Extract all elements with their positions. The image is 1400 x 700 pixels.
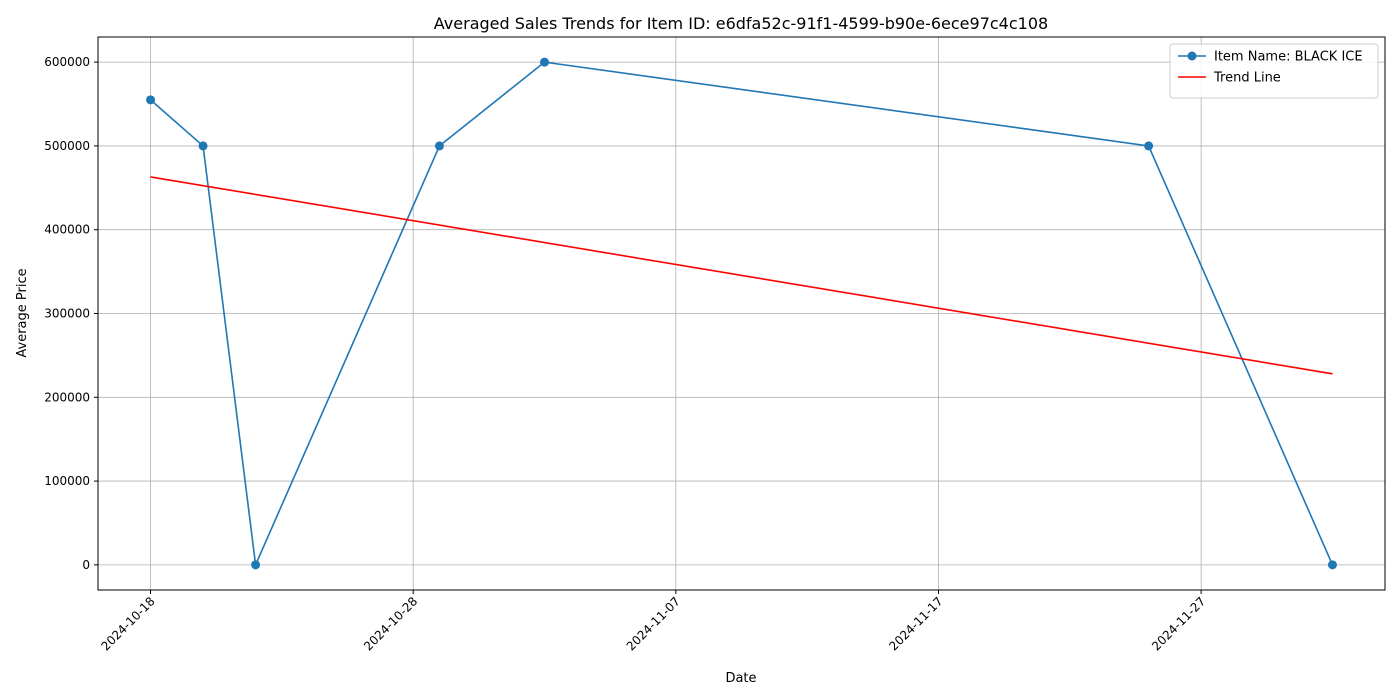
legend-box	[1169, 43, 1379, 99]
y-tick-label: 300000	[44, 307, 90, 321]
y-tick-label: 0	[82, 558, 90, 572]
data-point	[1144, 141, 1154, 151]
data-point	[434, 141, 444, 151]
legend-swatch-marker	[1187, 51, 1197, 61]
y-tick-label: 500000	[44, 139, 90, 153]
y-tick-label: 200000	[44, 390, 90, 404]
legend-entry-label: Item Name: BLACK ICE	[1214, 50, 1363, 65]
y-axis-label: Average Price	[15, 268, 30, 357]
legend: Item Name: BLACK ICE Trend Line	[1169, 43, 1379, 99]
chart-title: Averaged Sales Trends for Item ID: e6dfa…	[434, 14, 1048, 33]
y-tick-label: 400000	[44, 223, 90, 237]
data-point	[146, 95, 156, 105]
x-axis-label: Date	[725, 671, 756, 686]
data-point	[251, 560, 261, 570]
series-line-1	[150, 176, 1333, 375]
data-point	[198, 141, 208, 151]
series-layer	[146, 57, 1337, 570]
legend-entry-label: Trend Line	[1213, 71, 1281, 86]
y-tick-label: 600000	[44, 55, 90, 69]
data-point	[540, 57, 550, 67]
data-point	[1327, 560, 1337, 570]
y-tick-label: 100000	[44, 474, 90, 488]
